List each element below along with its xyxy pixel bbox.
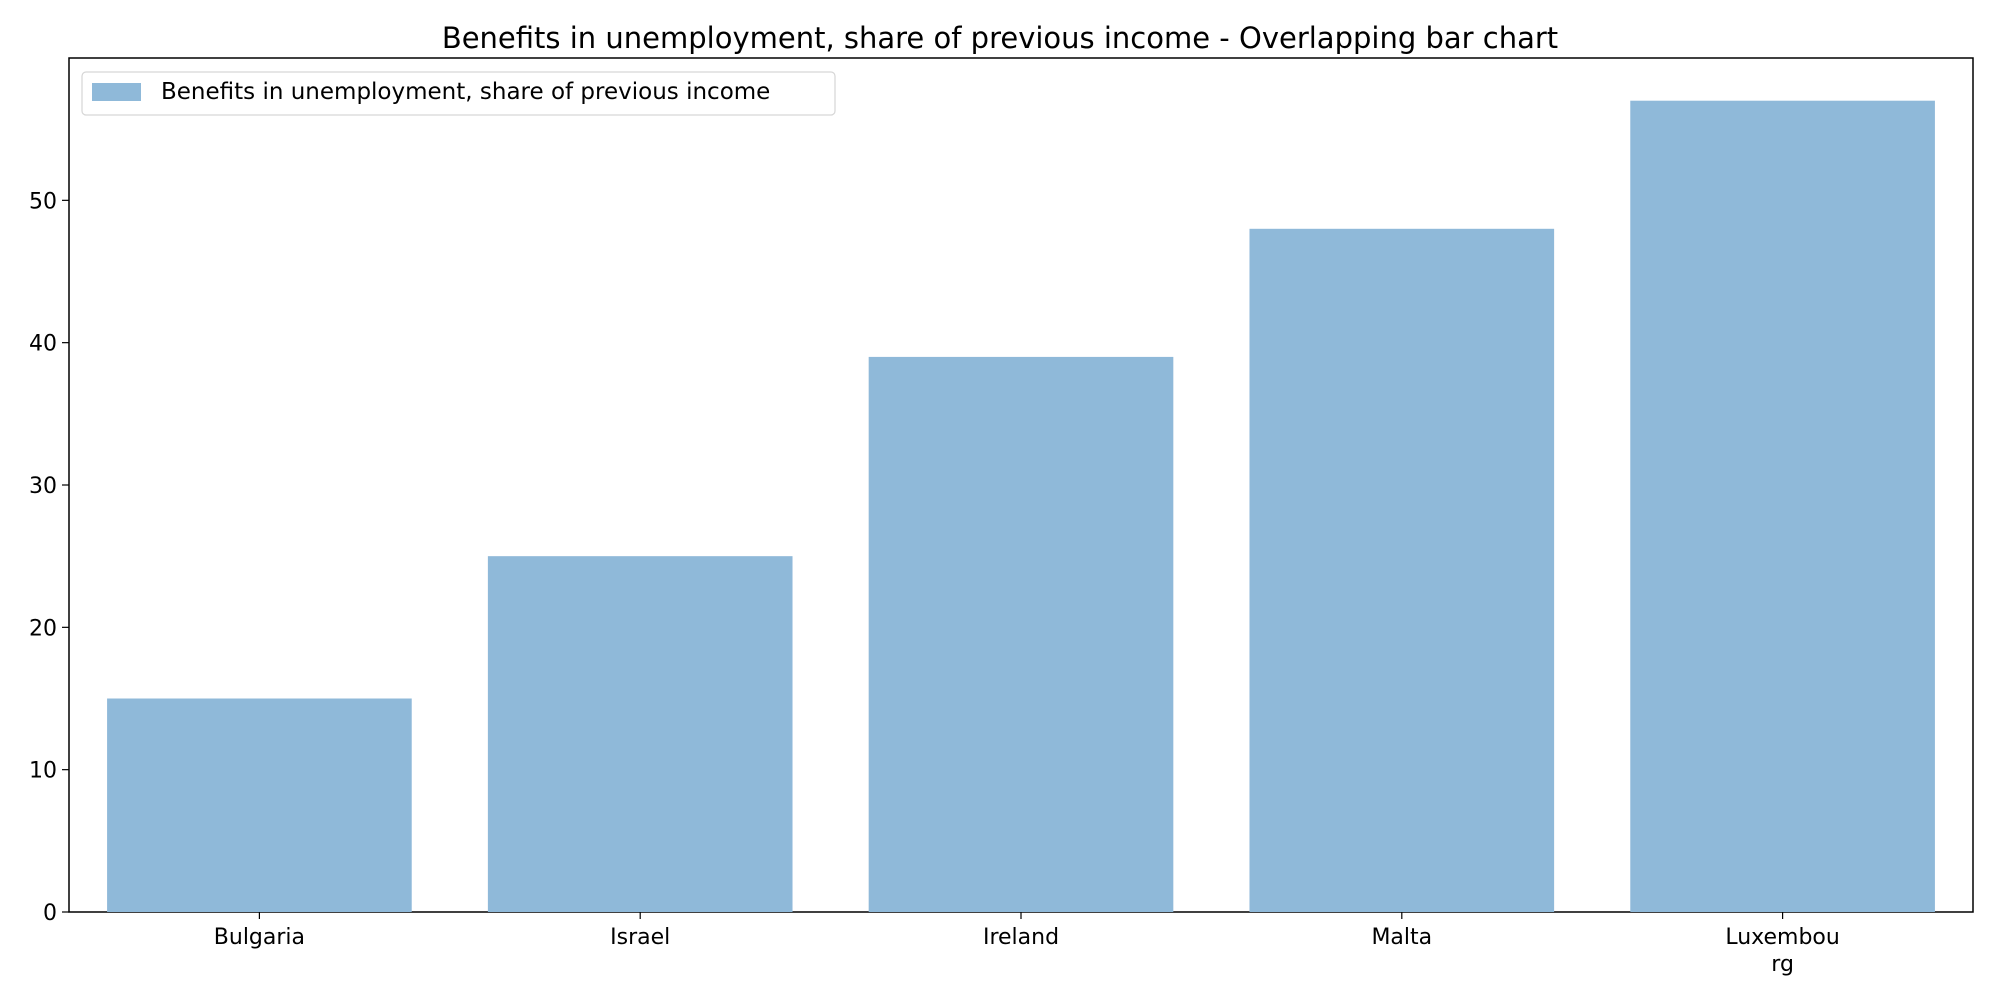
x-tick-label: Luxembou xyxy=(1725,925,1840,950)
chart-title: Benefits in unemployment, share of previ… xyxy=(442,21,1558,55)
y-tick-label: 40 xyxy=(29,332,57,357)
bar-1 xyxy=(487,556,793,912)
y-tick-label: 20 xyxy=(29,616,57,641)
x-tick-label: Israel xyxy=(610,925,670,950)
bar-2 xyxy=(868,356,1174,912)
legend: Benefits in unemployment, share of previ… xyxy=(81,71,836,116)
y-axis: 0 10 20 30 40 50 xyxy=(29,189,69,926)
x-tick-label: Ireland xyxy=(983,925,1059,950)
x-tick-label: rg xyxy=(1771,952,1794,977)
y-tick-label: 30 xyxy=(29,474,57,499)
legend-swatch xyxy=(92,83,141,101)
x-tick-label: Malta xyxy=(1371,925,1432,950)
y-tick-label: 0 xyxy=(43,901,57,926)
bar-3 xyxy=(1249,228,1555,913)
bar-0 xyxy=(107,698,412,912)
legend-box xyxy=(81,71,836,116)
y-tick-label: 50 xyxy=(29,189,57,214)
bar-4 xyxy=(1630,100,1935,912)
y-tick-label: 10 xyxy=(29,759,57,784)
bars-layer xyxy=(107,100,1935,913)
x-tick-label: Bulgaria xyxy=(214,925,305,950)
legend-label: Benefits in unemployment, share of previ… xyxy=(161,79,770,105)
